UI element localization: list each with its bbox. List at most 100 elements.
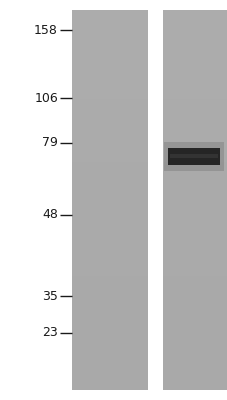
Bar [162, 99, 227, 105]
Bar [72, 365, 147, 371]
Bar [162, 371, 227, 377]
Text: 23: 23 [42, 326, 58, 340]
Bar [72, 263, 147, 270]
Bar [162, 162, 227, 168]
Bar [72, 10, 147, 16]
Bar [72, 289, 147, 295]
Bar [162, 270, 227, 276]
Bar [72, 314, 147, 320]
Bar [162, 308, 227, 314]
Bar [162, 10, 227, 390]
Bar [72, 162, 147, 168]
Bar [162, 314, 227, 320]
Bar [72, 219, 147, 225]
Bar [162, 118, 227, 124]
Text: 106: 106 [34, 92, 58, 104]
Text: 79: 79 [42, 136, 58, 150]
Bar [162, 137, 227, 143]
Bar [72, 327, 147, 333]
Bar [72, 73, 147, 80]
Bar [162, 149, 227, 156]
Bar [72, 54, 147, 61]
Text: 35: 35 [42, 290, 58, 302]
Bar [72, 86, 147, 92]
Bar [162, 346, 227, 352]
Bar [162, 29, 227, 35]
Bar [162, 358, 227, 365]
Bar [72, 377, 147, 384]
Bar [162, 206, 227, 213]
Bar [72, 16, 147, 23]
Bar [72, 384, 147, 390]
Bar [72, 301, 147, 308]
Bar [162, 156, 227, 162]
Bar [72, 251, 147, 257]
Bar [72, 137, 147, 143]
Bar [72, 42, 147, 48]
Bar [162, 200, 227, 206]
Bar [162, 124, 227, 130]
Bar [72, 270, 147, 276]
Bar [162, 365, 227, 371]
Bar [162, 86, 227, 92]
Bar [162, 320, 227, 327]
Bar [162, 213, 227, 219]
Bar [72, 320, 147, 327]
Bar [72, 187, 147, 194]
Bar [72, 333, 147, 339]
Bar [72, 232, 147, 238]
Bar [162, 244, 227, 251]
Bar [72, 105, 147, 111]
Bar [72, 225, 147, 232]
Bar [162, 232, 227, 238]
Bar [72, 295, 147, 301]
Bar [72, 276, 147, 282]
Bar [162, 194, 227, 200]
Bar [72, 23, 147, 29]
Bar [72, 10, 147, 390]
Bar [162, 251, 227, 257]
Bar [162, 143, 227, 149]
Bar [72, 67, 147, 73]
Bar [72, 346, 147, 352]
Bar [162, 276, 227, 282]
Bar [162, 289, 227, 295]
Bar [72, 352, 147, 358]
Bar [72, 149, 147, 156]
Bar [162, 61, 227, 67]
Bar [72, 99, 147, 105]
Bar [162, 54, 227, 61]
Bar [72, 257, 147, 263]
Bar [167, 148, 219, 165]
Bar [72, 244, 147, 251]
Bar [72, 92, 147, 99]
Bar [72, 48, 147, 54]
Bar [162, 181, 227, 187]
Text: 48: 48 [42, 208, 58, 222]
Bar [162, 187, 227, 194]
Bar [162, 168, 227, 175]
Bar [72, 206, 147, 213]
Bar [72, 200, 147, 206]
Bar [72, 61, 147, 67]
Bar [162, 48, 227, 54]
Bar [162, 384, 227, 390]
Bar [162, 295, 227, 301]
Bar [162, 16, 227, 23]
Bar [162, 35, 227, 42]
Bar [162, 282, 227, 289]
Bar [72, 29, 147, 35]
Bar [72, 111, 147, 118]
Bar [162, 238, 227, 244]
Bar [169, 154, 217, 158]
Bar [72, 118, 147, 124]
Bar [72, 35, 147, 42]
Bar [72, 181, 147, 187]
Bar [72, 358, 147, 365]
Bar [72, 371, 147, 377]
Bar [162, 80, 227, 86]
Bar [162, 130, 227, 137]
Bar [162, 377, 227, 384]
Bar [162, 105, 227, 111]
Bar [162, 175, 227, 181]
